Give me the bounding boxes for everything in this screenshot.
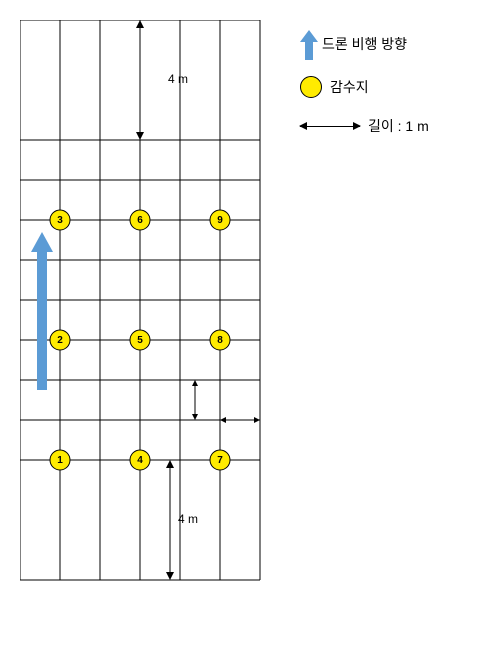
svg-text:1: 1	[57, 455, 63, 466]
svg-text:8: 8	[217, 335, 223, 346]
svg-text:4 m: 4 m	[168, 72, 188, 86]
legend: 드론 비행 방향 감수지 길이 : 1 m	[300, 30, 429, 154]
svg-text:4: 4	[137, 455, 143, 466]
legend-unit: 길이 : 1 m	[300, 116, 429, 136]
svg-text:9: 9	[217, 215, 223, 226]
arrow-up-icon	[300, 30, 314, 58]
field-diagram: 4 m 4 m 1 2 3 4 5 6 7 8 9	[20, 20, 280, 605]
legend-sensor-label: 감수지	[330, 77, 369, 97]
svg-text:3: 3	[57, 215, 63, 226]
circle-icon	[300, 76, 322, 98]
svg-text:4 m: 4 m	[178, 512, 198, 526]
legend-unit-label: 길이 : 1 m	[368, 116, 429, 136]
legend-direction: 드론 비행 방향	[300, 30, 429, 58]
svg-text:7: 7	[217, 455, 223, 466]
svg-text:2: 2	[57, 335, 63, 346]
svg-text:6: 6	[137, 215, 143, 226]
legend-direction-label: 드론 비행 방향	[322, 34, 407, 54]
svg-text:5: 5	[137, 335, 143, 346]
legend-sensor: 감수지	[300, 76, 429, 98]
double-arrow-icon	[300, 126, 360, 127]
